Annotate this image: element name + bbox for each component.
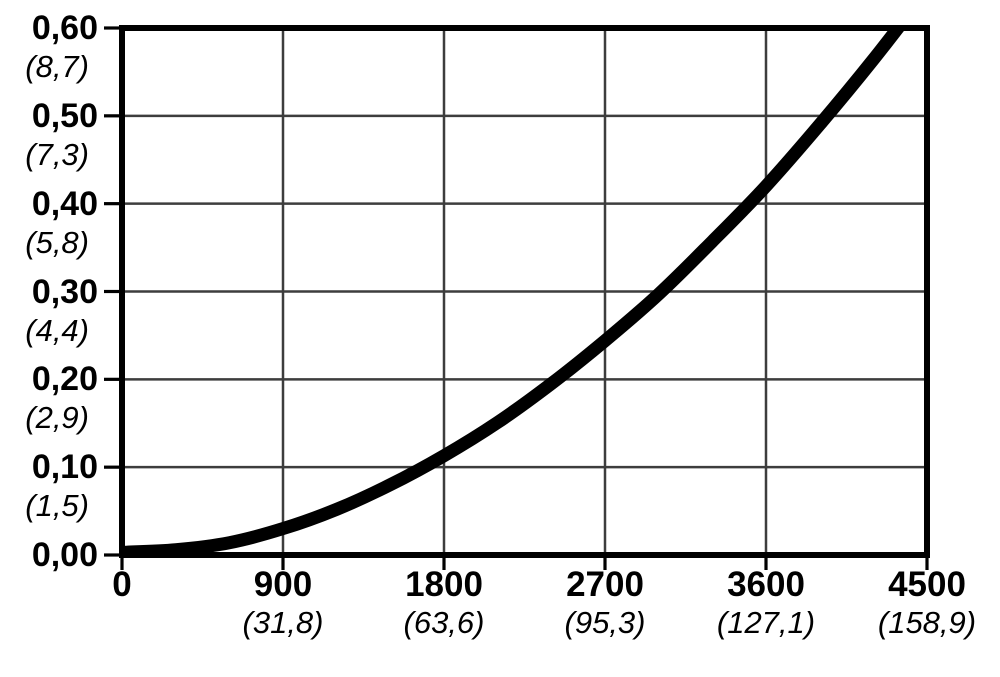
- y-tick-secondary-label: (8,7): [25, 49, 89, 84]
- y-tick-label: 0,40: [31, 184, 98, 223]
- plot-border: [119, 25, 930, 558]
- x-tick-secondary-label: (31,8): [242, 605, 324, 640]
- y-tick-secondary-label: (1,5): [25, 488, 89, 524]
- y-tick-label: 0,10: [31, 448, 98, 487]
- x-tick-secondary-label: (127,1): [716, 605, 816, 640]
- y-tick-secondary-label: (4,4): [25, 312, 89, 348]
- tick-marks: [104, 26, 929, 570]
- x-tick-label: 4500: [888, 565, 966, 604]
- data-curve: [122, 28, 907, 555]
- x-tick-label: 3600: [727, 565, 805, 604]
- y-tick-label: 0,00: [31, 536, 98, 574]
- y-tick-label: 0,20: [31, 360, 98, 399]
- x-tick-secondary-label: (158,9): [877, 605, 977, 640]
- y-tick-secondary-label: (7,3): [25, 136, 89, 172]
- y-tick-label: 0,50: [31, 96, 98, 135]
- y-tick-secondary-label: (2,9): [25, 400, 89, 436]
- x-tick-label: 1800: [405, 565, 483, 604]
- y-tick-secondary-label: (5,8): [25, 224, 89, 260]
- y-axis-labels: 0,60 (8,7) 0,50 (7,3) 0,40 (5,8) 0,30 (4,4) 0,20…: [0, 0, 103, 677]
- x-tick-label: 2700: [566, 565, 644, 604]
- y-tick-label: 0,30: [31, 272, 98, 311]
- x-tick-secondary-label: (95,3): [564, 605, 646, 640]
- x-tick-label: 900: [253, 565, 313, 604]
- x-tick-label: 0: [112, 565, 132, 604]
- x-tick-secondary-label: (63,6): [403, 605, 485, 640]
- y-tick-label: 0,60: [31, 9, 98, 47]
